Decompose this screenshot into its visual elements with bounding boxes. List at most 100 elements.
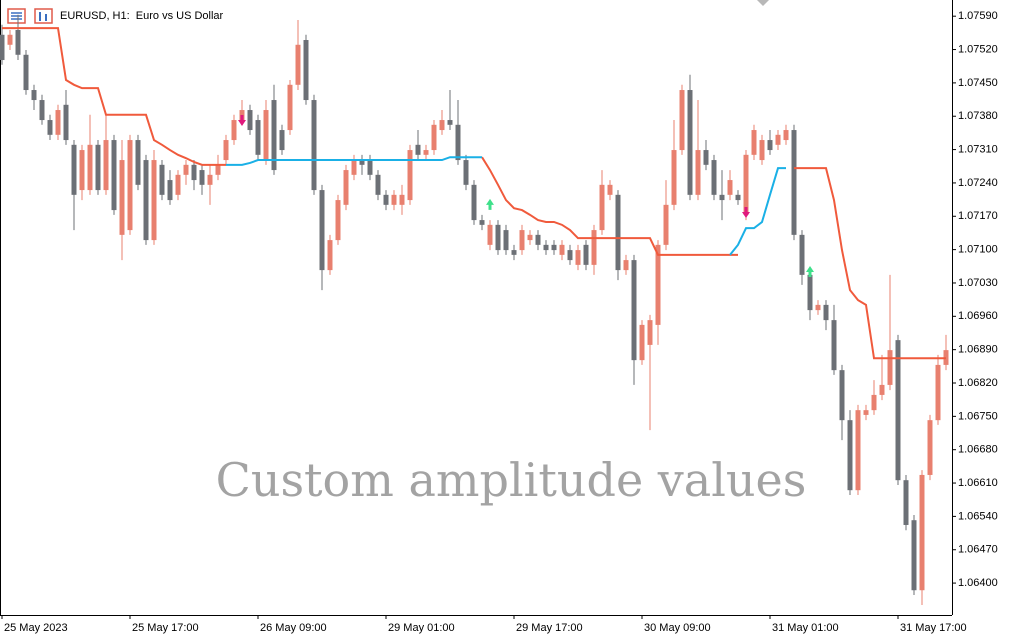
indicator-line <box>226 156 482 166</box>
x-tick-label: 25 May 2023 <box>4 622 68 634</box>
candle-body <box>799 234 805 275</box>
y-tick-label: 1.07380 <box>958 110 998 122</box>
candle-body <box>343 170 349 205</box>
candle-body <box>855 410 861 491</box>
x-tick-label: 26 May 09:00 <box>260 622 327 634</box>
candle-body <box>807 274 813 311</box>
candle-body <box>767 140 773 151</box>
indicator-line <box>794 167 946 360</box>
y-tick-label: 1.07030 <box>958 277 998 289</box>
candle-body <box>191 164 197 181</box>
candle-body <box>7 34 13 45</box>
x-tick-label: 29 May 01:00 <box>388 622 455 634</box>
candle-body <box>815 304 821 311</box>
candle-body <box>39 100 45 121</box>
candle-body <box>695 150 701 195</box>
symbol-icons <box>7 8 53 24</box>
candle-body <box>791 130 797 235</box>
y-tick-label: 1.07100 <box>958 244 998 256</box>
y-tick-label: 1.06820 <box>958 377 998 389</box>
candle-body <box>871 394 877 411</box>
candle-body <box>567 250 573 261</box>
candle-body <box>231 120 237 141</box>
candle-body <box>679 90 685 151</box>
candle-body <box>63 104 69 141</box>
candle-body <box>351 160 357 175</box>
y-tick-label: 1.07240 <box>958 177 998 189</box>
y-tick-label: 1.07520 <box>958 43 998 55</box>
candle-body <box>935 364 941 421</box>
candle-body <box>447 120 453 125</box>
x-tick-label: 25 May 17:00 <box>132 622 199 634</box>
candle-body <box>919 474 925 591</box>
candle-body <box>143 160 149 241</box>
candle-body <box>495 224 501 251</box>
y-tick-label: 1.07170 <box>958 210 998 222</box>
candle-body <box>399 194 405 205</box>
chart-shift-marker <box>757 0 769 6</box>
icon-chart <box>34 8 53 24</box>
candle-body <box>295 44 301 85</box>
candle-body <box>287 84 293 131</box>
candle-body <box>23 54 29 91</box>
candle-body <box>47 120 53 135</box>
x-tick-label: 31 May 01:00 <box>772 622 839 634</box>
candle-body <box>559 244 565 255</box>
candle-body <box>423 150 429 155</box>
candle-body <box>719 194 725 201</box>
candle-body <box>511 250 517 255</box>
candle-body <box>207 174 213 185</box>
candle-body <box>119 160 125 235</box>
watermark: Custom amplitude values <box>216 453 807 507</box>
y-tick-label: 1.06470 <box>958 544 998 556</box>
candle-body <box>607 184 613 195</box>
candle-body <box>367 160 373 175</box>
y-tick-label: 1.06750 <box>958 410 998 422</box>
candle-body <box>103 140 109 191</box>
candle-body <box>831 320 837 371</box>
candle-body <box>319 190 325 271</box>
candle-body <box>527 234 533 241</box>
candle-body <box>463 160 469 185</box>
candle-body <box>663 204 669 245</box>
candle-body <box>135 140 141 185</box>
candle-body <box>783 130 789 141</box>
candle-body <box>335 200 341 241</box>
candle-body <box>543 244 549 251</box>
candle-body <box>415 144 421 155</box>
x-tick-label: 29 May 17:00 <box>516 622 583 634</box>
x-tick-label: 30 May 09:00 <box>644 622 711 634</box>
candle-body <box>839 370 845 421</box>
indicator-line <box>729 167 786 256</box>
candle-body <box>271 100 277 171</box>
candle-body <box>391 194 397 205</box>
candle-body <box>903 480 909 525</box>
candle-body <box>863 410 869 415</box>
candle-body <box>0 34 5 61</box>
candle-body <box>359 160 365 165</box>
candle-body <box>639 324 645 361</box>
candle-body <box>215 164 221 175</box>
candle-body <box>79 150 85 191</box>
y-tick-label: 1.06610 <box>958 477 998 489</box>
signal-arrow <box>742 206 750 218</box>
candle-body <box>655 244 661 325</box>
candle-body <box>439 120 445 131</box>
candle-body <box>823 304 829 321</box>
candle-body <box>223 140 229 161</box>
candle-body <box>159 164 165 195</box>
candle-body <box>583 244 589 265</box>
candle-body <box>671 150 677 205</box>
candle-body <box>247 110 253 131</box>
candle-body <box>743 154 749 215</box>
y-tick-label: 1.07590 <box>958 10 998 22</box>
candle-body <box>95 144 101 191</box>
candle-body <box>455 124 461 161</box>
y-tick-label: 1.06890 <box>958 344 998 356</box>
candle-body <box>239 110 245 121</box>
candle-body <box>127 140 133 231</box>
candle-body <box>575 250 581 265</box>
candle-body <box>895 340 901 481</box>
